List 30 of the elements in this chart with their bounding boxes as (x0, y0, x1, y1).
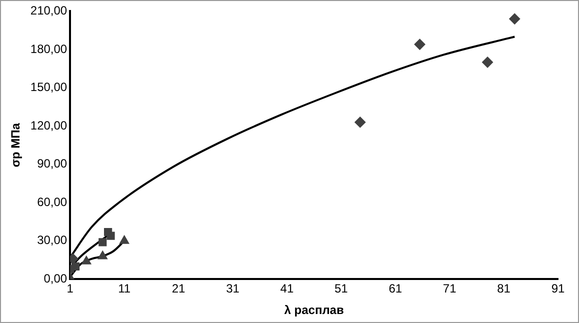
y-tick-label: 60,00 (37, 194, 68, 209)
y-tick-label: 180,00 (30, 42, 68, 56)
x-tick-label: 41 (280, 282, 294, 296)
x-tick-label: 91 (551, 282, 565, 296)
x-axis-title: λ расплав (284, 303, 344, 318)
y-tick-label: 30,00 (37, 233, 68, 248)
point (98, 238, 107, 246)
point (98, 250, 108, 260)
x-tick-label: 1 (66, 282, 74, 296)
point (119, 235, 130, 244)
y-tick-label: 210,00 (30, 4, 68, 18)
point (482, 56, 494, 68)
x-tick-label: 71 (442, 282, 457, 296)
point (414, 38, 426, 50)
point (71, 262, 80, 270)
x-tick-label: 31 (226, 282, 240, 296)
y-axis-title: σр МПа (8, 122, 23, 168)
point (106, 232, 115, 240)
y-tick-label: 0,00 (44, 272, 68, 286)
y-tick-label: 90,00 (37, 156, 68, 171)
x-tick-label: 21 (172, 282, 186, 296)
y-tick-label: 150,00 (30, 80, 68, 94)
y-tick-label: 120,00 (30, 118, 68, 132)
point (82, 256, 92, 264)
point (509, 13, 520, 24)
x-tick-label: 11 (118, 282, 131, 296)
x-tick-label: 81 (497, 282, 511, 296)
point (354, 116, 366, 128)
x-tick-label: 61 (388, 282, 402, 296)
x-tick-label: 51 (334, 282, 348, 296)
